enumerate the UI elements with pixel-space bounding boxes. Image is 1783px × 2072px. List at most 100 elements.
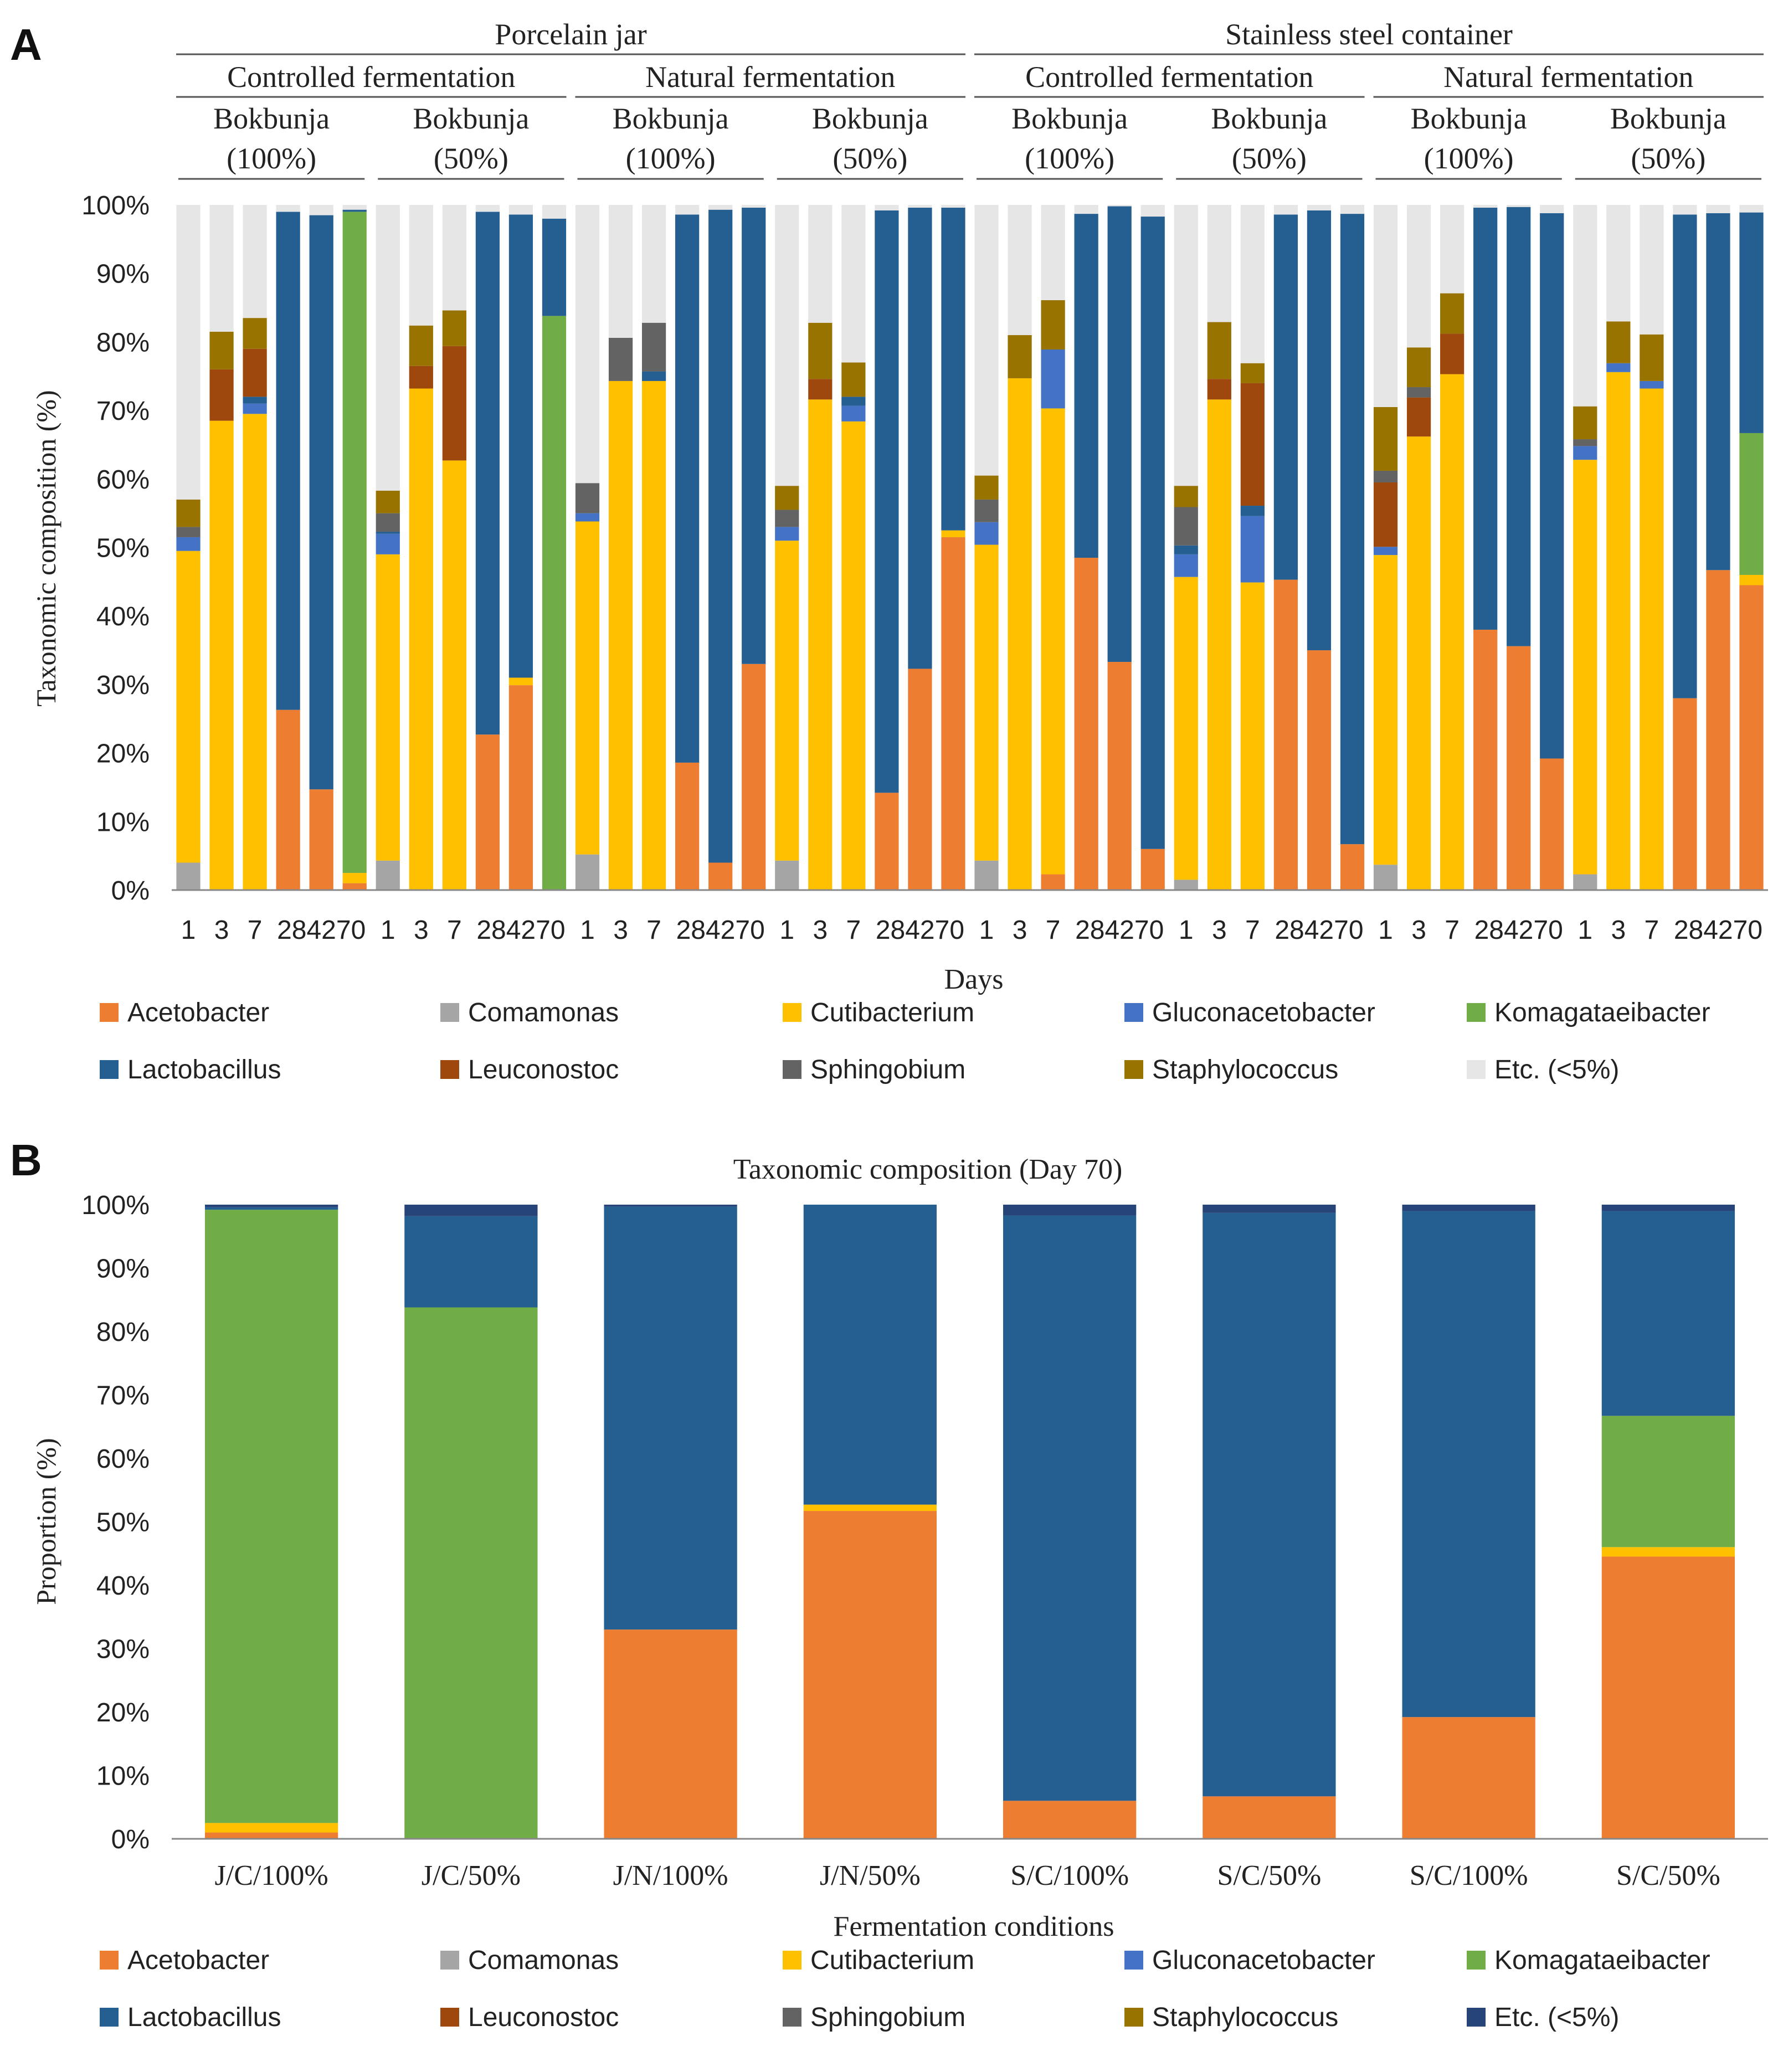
bar-segment-staphylococcus [1640,334,1664,381]
category-tick-label: J/N/100% [613,1860,728,1891]
bar-segment-cutibacterium [1406,436,1431,890]
y-tick-label: 80% [96,328,150,357]
bar-segment-cutibacterium [176,551,201,863]
bar-segment-lactobacillus [1473,207,1498,630]
legend-label: Komagataeibacter [1494,998,1710,1027]
legend-item: Lactobacillus [100,2003,281,2032]
stacked-bar [1402,1205,1535,1839]
bar-segment-acetobacter [276,709,300,890]
bar-segment-cutibacterium [1008,378,1032,890]
category-tick-label: S/C/100% [1010,1860,1129,1891]
header-concentration-label: Bokbunja [1610,102,1727,135]
legend-label: Leuconostoc [468,1055,619,1084]
bar-segment-lactobacillus [1074,214,1098,558]
bar-segment-etc [1140,205,1165,217]
stacked-bar [575,205,600,890]
bar-segment-gluconacetobacter [1573,446,1597,460]
y-tick-label: 70% [96,397,150,426]
legend-item: Comamonas [440,998,619,1027]
stacked-bar [1074,205,1098,890]
legend-swatch [1467,1003,1486,1022]
bar-segment-sphingobium [1573,439,1597,446]
legend-label: Etc. (<5%) [1494,2003,1619,2032]
day-tick-label: 3 [1013,916,1027,945]
stacked-bar [1473,205,1498,890]
day-tick-label: 3 [813,916,828,945]
bar-segment-cutibacterium [803,1504,937,1511]
bar-segment-etc [409,205,433,326]
bar-segment-sphingobium [376,513,400,532]
bar-segment-etc [1507,205,1531,207]
bar-segment-acetobacter [475,734,500,890]
legend-label: Cutibacterium [810,1946,974,1975]
stacked-bar [1406,205,1431,890]
panel-a-x-tick-labels: 1 3 7 284270 1 3 7 284270 1 3 7 284270 1 3 7 284270 1 3 7 2… [181,916,1763,945]
y-tick-label: 20% [96,1698,150,1727]
stacked-bar [1540,205,1564,890]
bar-segment-gluconacetobacter [1174,554,1198,577]
stacked-bar [176,205,201,890]
bar-segment-lactobacillus [1402,1211,1535,1718]
bar-segment-acetobacter [1739,585,1764,890]
legend-label: Acetobacter [127,998,269,1027]
bar-segment-etc [1540,205,1564,213]
header-concentration-label: (100%) [227,142,316,175]
bar-segment-etc [542,205,567,219]
bar-segment-staphylococcus [1008,335,1032,378]
y-tick-label: 10% [96,808,150,837]
legend-item: Staphylococcus [1124,2003,1338,2032]
day-tick-label: 284270 [1474,916,1563,945]
bar-segment-comamonas [376,860,400,890]
header-concentration-label: (50%) [833,142,907,175]
bar-segment-staphylococcus [1440,293,1465,334]
bar-segment-acetobacter [1601,1556,1735,1839]
legend-swatch [783,1951,801,1970]
stacked-bar [1307,205,1332,890]
day-tick-label: 3 [1411,916,1426,945]
bar-segment-lactobacillus [1507,207,1531,646]
bar-segment-etc [342,205,367,210]
panel-a-x-axis-label: Days [944,964,1004,995]
panel-b-chart: Taxonomic composition (Day 70) 0% 10% 20% 3… [30,1154,1768,2032]
bar-segment-acetobacter [604,1629,737,1839]
bar-segment-acetobacter [1041,874,1065,890]
bar-segment-acetobacter [309,789,333,890]
bar-segment-lactobacillus [1273,214,1298,580]
bar-segment-lactobacillus [204,1207,338,1210]
bar-segment-etc [841,205,866,363]
stacked-bar [1340,205,1365,890]
panel-a-chart: Porcelain jar Stainless steel container Co… [30,18,1768,1084]
stacked-bar [1373,205,1398,890]
header-container-label: Porcelain jar [495,18,646,51]
legend-swatch [440,1003,459,1022]
stacked-bar [542,205,567,890]
bar-segment-sphingobium [608,337,633,381]
bar-segment-acetobacter [875,793,899,890]
stacked-bar [1507,205,1531,890]
stacked-bar [475,205,500,890]
bar-segment-etc [1203,1205,1336,1213]
y-tick-label: 100% [81,1191,150,1220]
bar-segment-komagataeibacter [1601,1416,1735,1547]
bar-segment-etc [1406,205,1431,348]
bar-segment-comamonas [1373,865,1398,890]
stacked-bar [1174,205,1198,890]
legend-label: Staphylococcus [1152,2003,1338,2032]
legend-swatch [1124,1060,1143,1079]
y-tick-label: 90% [96,1254,150,1284]
day-tick-label: 3 [214,916,229,945]
bar-segment-lactobacillus [508,214,533,678]
bar-segment-cutibacterium [974,544,999,861]
bar-segment-leuconostoc [808,379,833,400]
bar-segment-etc [1373,205,1398,407]
stacked-bar [1706,205,1730,890]
bar-segment-cutibacterium [608,381,633,890]
bar-segment-etc [309,205,333,215]
y-tick-label: 0% [111,1825,150,1854]
y-tick-label: 60% [96,465,150,495]
bar-segment-staphylococcus [1573,406,1597,440]
bar-segment-staphylococcus [1373,407,1398,471]
bar-segment-comamonas [575,854,600,890]
bar-segment-lactobacillus [1706,213,1730,570]
stacked-bar [1640,205,1664,890]
